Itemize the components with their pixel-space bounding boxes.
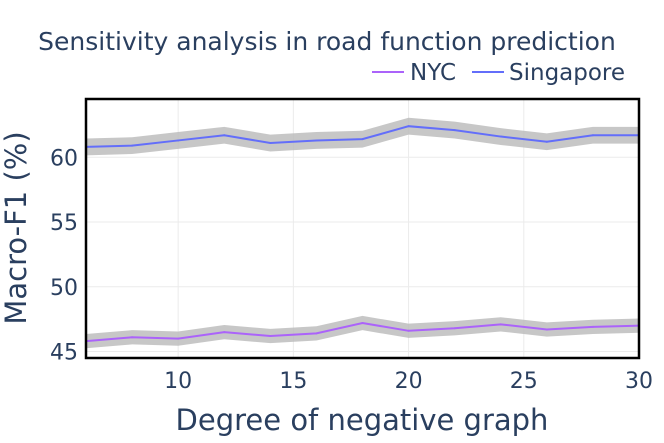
point-nyc-22	[453, 327, 456, 330]
point-singapore-22	[453, 129, 456, 132]
point-nyc-8	[131, 336, 134, 339]
x-tick-label-20: 20	[395, 369, 423, 394]
point-nyc-18	[361, 322, 364, 325]
y-axis-title: Macro-F1 (%)	[0, 131, 33, 324]
point-nyc-26	[545, 328, 548, 331]
y-tick-label-50: 50	[50, 276, 78, 301]
chart-title: Sensitivity analysis in road function pr…	[38, 27, 616, 56]
point-nyc-24	[499, 323, 502, 326]
band-singapore	[86, 117, 639, 156]
x-axis-title: Degree of negative graph	[176, 403, 549, 437]
point-nyc-14	[269, 334, 272, 337]
y-axis-ticks: 45 50 55 60	[50, 146, 78, 365]
y-tick-label-60: 60	[50, 146, 78, 171]
point-nyc-28	[591, 325, 594, 328]
point-singapore-16	[315, 139, 318, 142]
point-singapore-10	[177, 139, 180, 142]
point-nyc-16	[315, 332, 318, 335]
x-tick-label-30: 30	[625, 369, 653, 394]
y-tick-label-55: 55	[50, 211, 78, 236]
x-axis-ticks: 10 15 20 25 30	[164, 369, 653, 394]
point-singapore-18	[361, 138, 364, 141]
y-tick-label-45: 45	[50, 341, 78, 366]
point-nyc-20	[407, 329, 410, 332]
legend-label-nyc: NYC	[410, 60, 456, 86]
point-singapore-26	[545, 140, 548, 143]
point-nyc-10	[177, 337, 180, 340]
confidence-bands	[86, 117, 639, 349]
point-singapore-8	[131, 144, 134, 147]
plot-frame	[84, 97, 641, 360]
band-nyc	[86, 315, 639, 349]
point-singapore-20	[407, 125, 410, 128]
x-tick-label-15: 15	[279, 369, 307, 394]
point-nyc-12	[223, 331, 226, 334]
point-singapore-12	[223, 134, 226, 137]
legend-label-singapore: Singapore	[509, 60, 625, 86]
legend: NYC Singapore	[372, 60, 625, 86]
x-tick-label-25: 25	[510, 369, 538, 394]
point-singapore-28	[591, 134, 594, 137]
point-singapore-14	[269, 142, 272, 145]
point-singapore-24	[499, 135, 502, 138]
x-tick-label-10: 10	[164, 369, 192, 394]
